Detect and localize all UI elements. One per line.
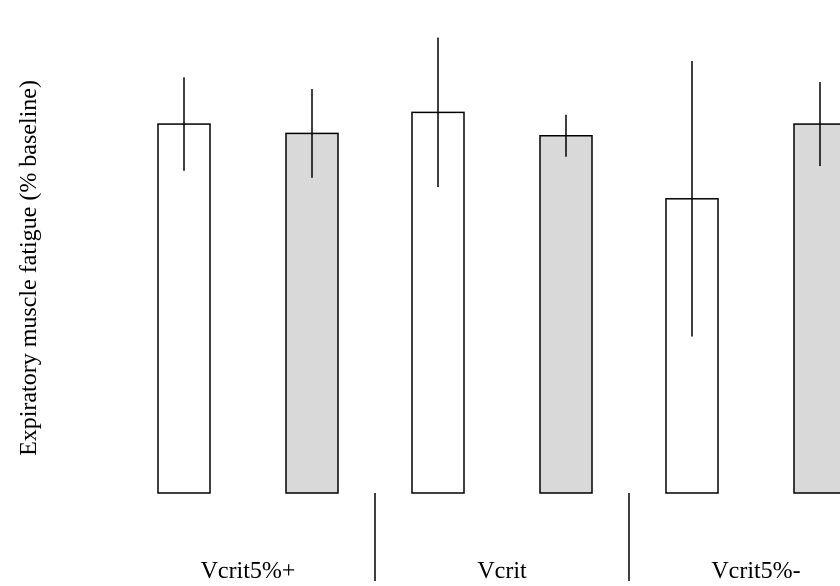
bars-layer — [157, 111, 840, 494]
group-dividers — [374, 493, 630, 581]
bar-1-1 — [157, 123, 211, 494]
bar-1-2 — [285, 132, 339, 494]
group-label-3: Vcrit5%- — [711, 558, 800, 581]
group-label-2: Vcrit — [477, 558, 527, 581]
group-label-1: Vcrit5%+ — [201, 558, 296, 581]
y-axis-label: Expiratory muscle fatigue (% baseline) — [16, 80, 42, 456]
error-bars-layer — [183, 37, 821, 337]
bar-3-2 — [793, 123, 840, 494]
group-labels: Vcrit5%+ Vcrit Vcrit5%- — [201, 558, 801, 584]
bar-2-2 — [539, 134, 593, 494]
